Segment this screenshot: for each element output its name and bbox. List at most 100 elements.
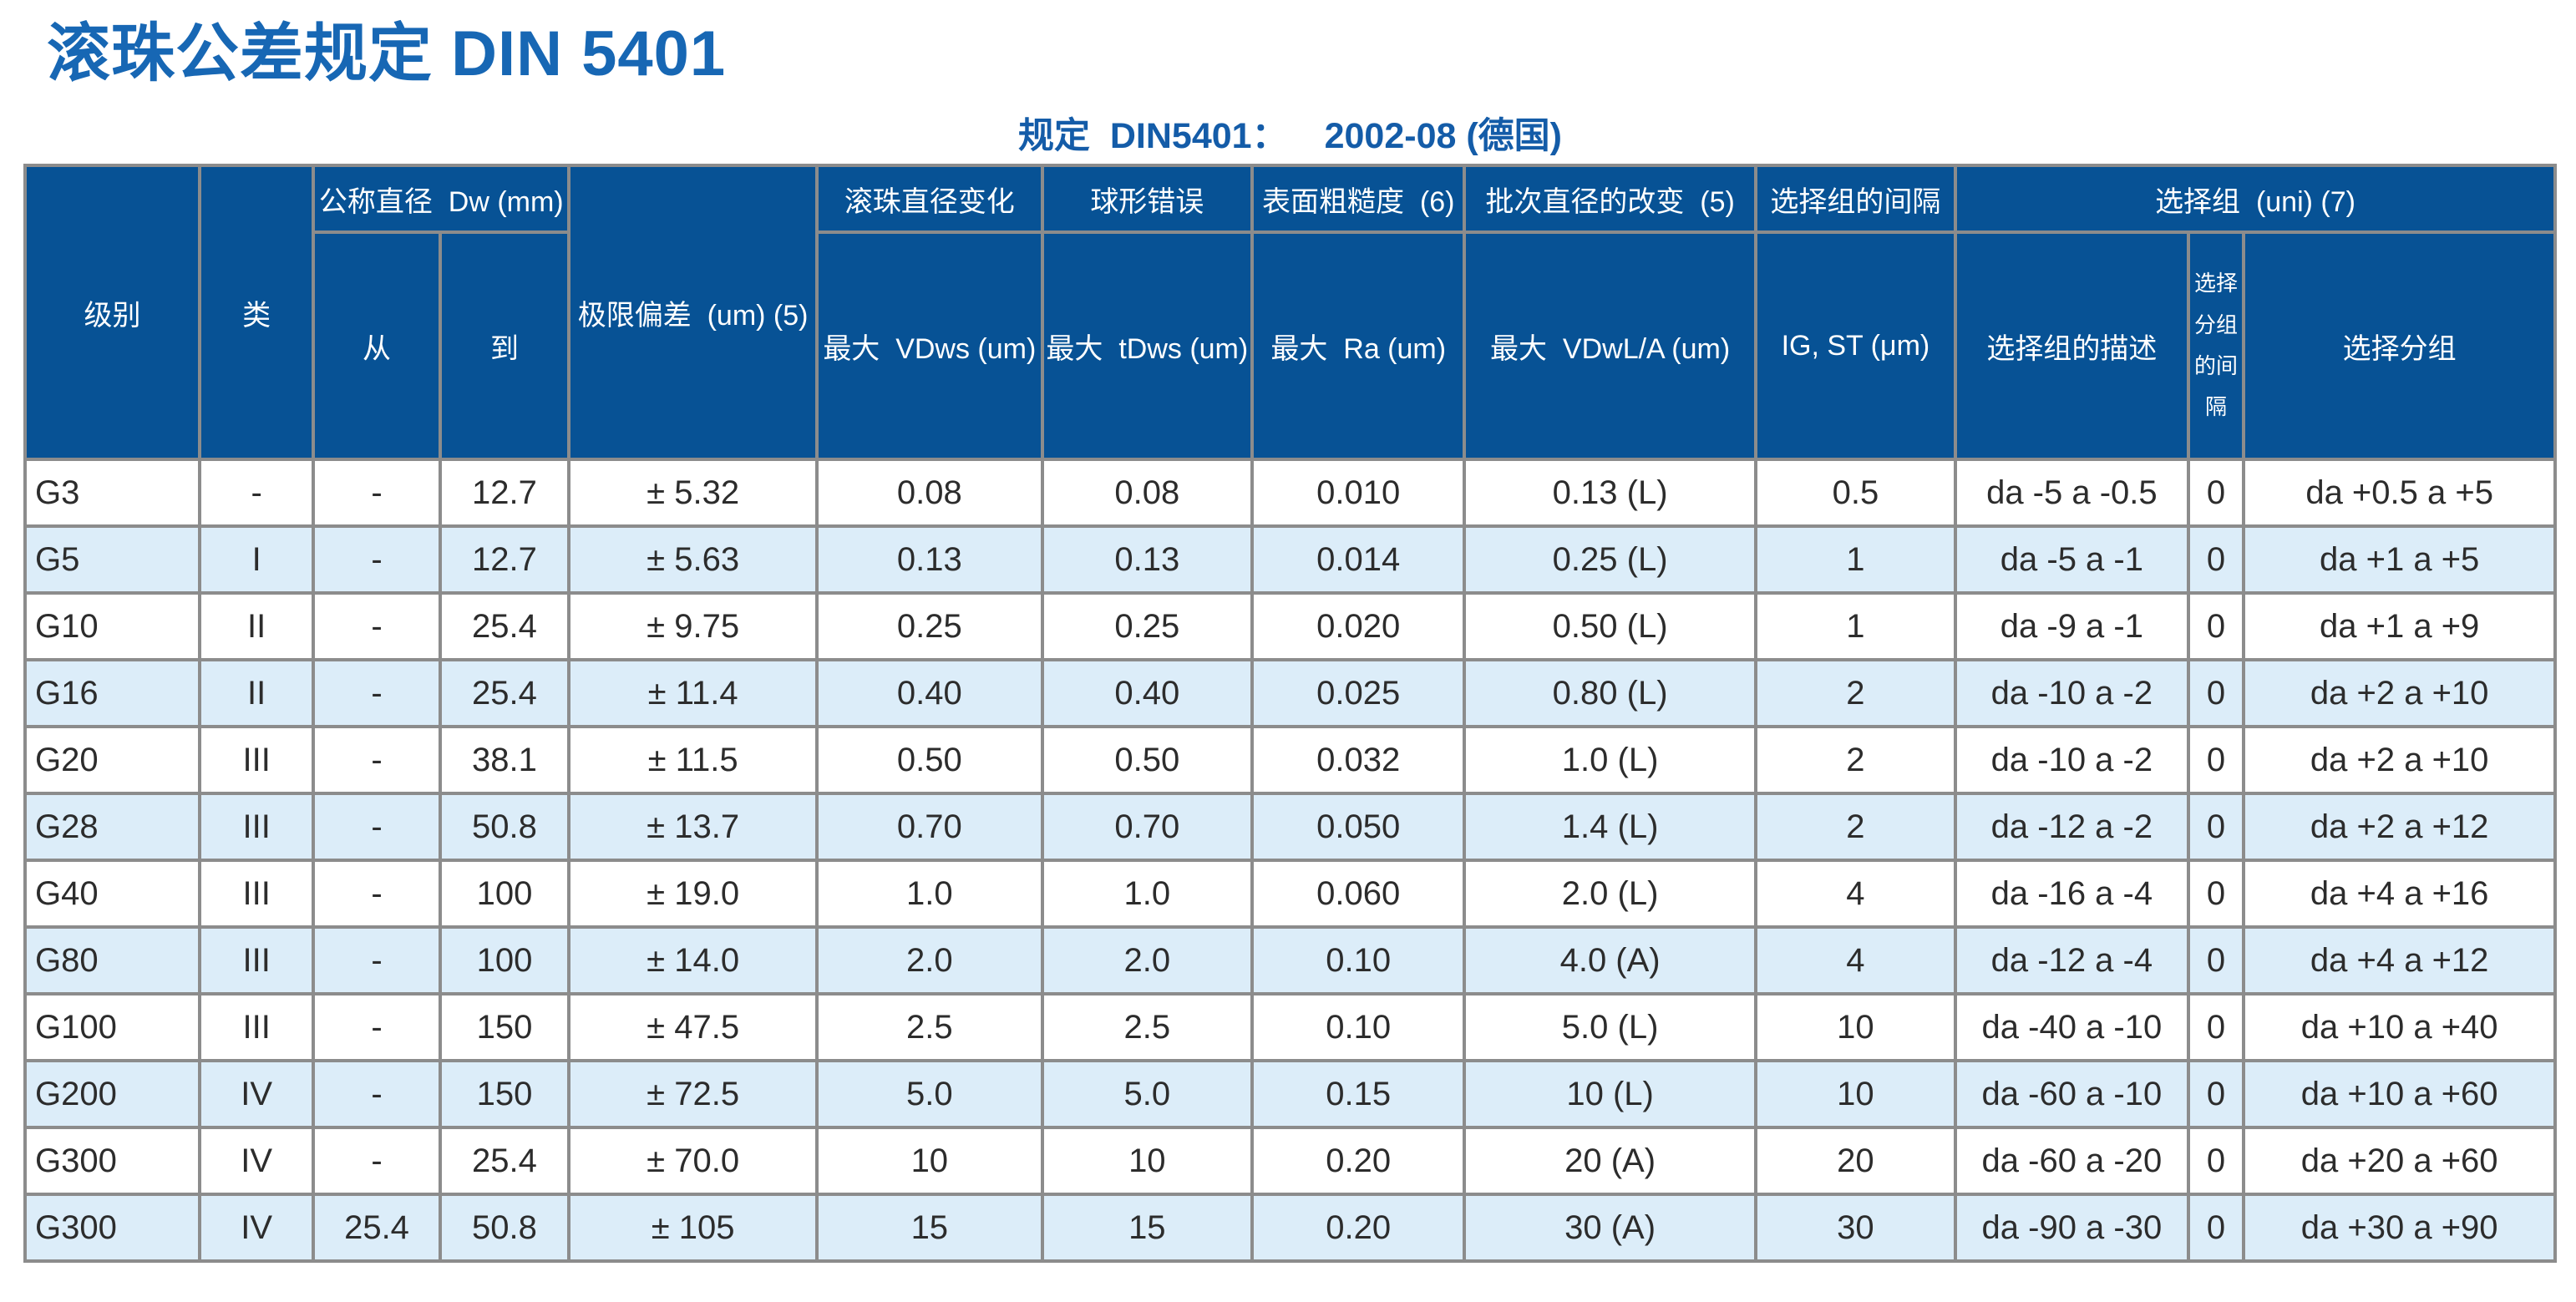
col-group-selection: 选择组 (uni) (7) bbox=[1954, 164, 2557, 234]
table-cell: da -60 a -20 bbox=[1954, 1126, 2190, 1196]
grade-cell: G3 bbox=[23, 458, 201, 528]
table-cell: 0.050 bbox=[1250, 792, 1467, 862]
col-header-subgroup-interval: 选择分组的间隔 bbox=[2186, 231, 2246, 461]
table-cell: da -10 a -2 bbox=[1954, 658, 2190, 728]
table-cell: 50.8 bbox=[438, 792, 571, 862]
table-cell: 0.020 bbox=[1250, 591, 1467, 661]
table-cell: da +1 a +5 bbox=[2242, 524, 2557, 595]
table-cell: 2.5 bbox=[815, 992, 1044, 1062]
col-header-max-vdws: 最大 VDws (um) bbox=[815, 231, 1044, 461]
table-cell: 0.032 bbox=[1250, 725, 1467, 795]
table-cell: 5.0 bbox=[1040, 1059, 1255, 1129]
table-cell: ± 13.7 bbox=[567, 792, 819, 862]
table-cell: ± 9.75 bbox=[567, 591, 819, 661]
table-cell: ± 11.5 bbox=[567, 725, 819, 795]
table-row: G10 II -25.4 ± 9.75 0.25 0.25 0.020 0.50 (L) 1 da… bbox=[23, 591, 2557, 661]
table-cell: 0.5 bbox=[1753, 458, 1958, 528]
col-header-gauge-interval: 选择组的间隔 bbox=[1753, 164, 1958, 234]
table-cell: 1.0 bbox=[815, 859, 1044, 929]
col-header-from: 从 bbox=[312, 231, 442, 461]
table-cell: 150 bbox=[438, 1059, 571, 1129]
table-cell: 15 bbox=[815, 1193, 1044, 1263]
page-title: 滚珠公差规定 DIN 5401 bbox=[47, 18, 727, 89]
table-cell: 0 bbox=[2186, 658, 2246, 728]
table-cell: 0 bbox=[2186, 792, 2246, 862]
table-cell: 0.40 bbox=[1040, 658, 1255, 728]
table-cell: da +4 a +16 bbox=[2242, 859, 2557, 929]
table-cell: da -16 a -4 bbox=[1954, 859, 2190, 929]
table-cell: 0 bbox=[2186, 458, 2246, 528]
table-cell: IV bbox=[197, 1126, 316, 1196]
table-cell: 0.25 bbox=[1040, 591, 1255, 661]
table-cell: 0.10 bbox=[1250, 992, 1467, 1062]
spec-subtitle: 规定 DIN5401： 2002-08 (德国) bbox=[23, 107, 2557, 159]
table-cell: 0 bbox=[2186, 524, 2246, 595]
table-cell: 0 bbox=[2186, 725, 2246, 795]
table-cell: ± 5.32 bbox=[567, 458, 819, 528]
table-cell: da -9 a -1 bbox=[1954, 591, 2190, 661]
table-cell: III bbox=[197, 992, 316, 1062]
col-header-to: 到 bbox=[438, 231, 571, 461]
table-cell: - bbox=[312, 1059, 442, 1129]
col-header-class: 类 bbox=[197, 164, 316, 461]
table-cell: 1 bbox=[1753, 524, 1958, 595]
table-cell: 4 bbox=[1753, 859, 1958, 929]
spec-subtitle-label: 规定 DIN5401： bbox=[1017, 116, 1288, 156]
table-cell: ± 70.0 bbox=[567, 1126, 819, 1196]
table-row: G28 III -50.8 ± 13.7 0.70 0.70 0.050 1.4 (L) 2 da… bbox=[23, 792, 2557, 862]
table-cell: 100 bbox=[438, 859, 571, 929]
table-row: G40 III -100 ± 19.0 1.0 1.0 0.060 2.0 (L) 4 da -1… bbox=[23, 859, 2557, 929]
table-cell: 10 (L) bbox=[1463, 1059, 1757, 1129]
table-cell: 0.10 bbox=[1250, 925, 1467, 995]
table-row: G80 III -100 ± 14.0 2.0 2.0 0.10 4.0 (A) 4 da -12… bbox=[23, 925, 2557, 995]
grade-cell: G300 bbox=[23, 1126, 201, 1196]
table-cell: - bbox=[312, 524, 442, 595]
table-cell: III bbox=[197, 925, 316, 995]
table-cell: IV bbox=[197, 1193, 316, 1263]
col-header-ig-st: IG, ST (μm) bbox=[1753, 231, 1958, 461]
table-cell: 25.4 bbox=[438, 658, 571, 728]
col-header-selection-group: 选择分组 bbox=[2242, 231, 2557, 461]
table-cell: 25.4 bbox=[438, 591, 571, 661]
table-cell: 0 bbox=[2186, 992, 2246, 1062]
grade-cell: G300 bbox=[23, 1193, 201, 1263]
table-cell: ± 72.5 bbox=[567, 1059, 819, 1129]
table-cell: 0.010 bbox=[1250, 458, 1467, 528]
table-cell: 0.13 bbox=[815, 524, 1044, 595]
table-cell: 1.0 bbox=[1040, 859, 1255, 929]
table-cell: 25.4 bbox=[312, 1193, 442, 1263]
table-cell: - bbox=[312, 859, 442, 929]
table-cell: 0 bbox=[2186, 1193, 2246, 1263]
table-cell: 10 bbox=[1040, 1126, 1255, 1196]
grade-cell: G80 bbox=[23, 925, 201, 995]
table-cell: 0.70 bbox=[815, 792, 1044, 862]
table-cell: 0 bbox=[2186, 859, 2246, 929]
table-row: G300 IV -25.4 ± 70.0 10 10 0.20 20 (A) 20 da -60 … bbox=[23, 1126, 2557, 1196]
table-cell: 2.0 (L) bbox=[1463, 859, 1757, 929]
table-cell: 0.20 bbox=[1250, 1193, 1467, 1263]
table-cell: 1.0 (L) bbox=[1463, 725, 1757, 795]
table-cell: 1 bbox=[1753, 591, 1958, 661]
table-cell: da +10 a +40 bbox=[2242, 992, 2557, 1062]
grade-cell: G28 bbox=[23, 792, 201, 862]
table-cell: III bbox=[197, 859, 316, 929]
table-cell: da -90 a -30 bbox=[1954, 1193, 2190, 1263]
table-cell: 1.4 (L) bbox=[1463, 792, 1757, 862]
table-cell: ± 19.0 bbox=[567, 859, 819, 929]
col-header-limit-deviation: 极限偏差 (um) (5) bbox=[567, 164, 819, 461]
table-cell: 0.50 bbox=[1040, 725, 1255, 795]
table-cell: 0.060 bbox=[1250, 859, 1467, 929]
grade-cell: G200 bbox=[23, 1059, 201, 1129]
col-group-surface-roughness: 表面粗糙度 (6) bbox=[1250, 164, 1467, 234]
col-group-nominal-diameter: 公称直径 Dw (mm) bbox=[312, 164, 571, 234]
table-cell: 12.7 bbox=[438, 458, 571, 528]
table-row: G100 III -150 ± 47.5 2.5 2.5 0.10 5.0 (L) 10 da -… bbox=[23, 992, 2557, 1062]
table-cell: 0 bbox=[2186, 591, 2246, 661]
table-cell: da +2 a +10 bbox=[2242, 658, 2557, 728]
table-cell: ± 14.0 bbox=[567, 925, 819, 995]
table-cell: 2 bbox=[1753, 725, 1958, 795]
table-cell: 0 bbox=[2186, 1126, 2246, 1196]
table-cell: 0.80 (L) bbox=[1463, 658, 1757, 728]
table-cell: da -5 a -0.5 bbox=[1954, 458, 2190, 528]
